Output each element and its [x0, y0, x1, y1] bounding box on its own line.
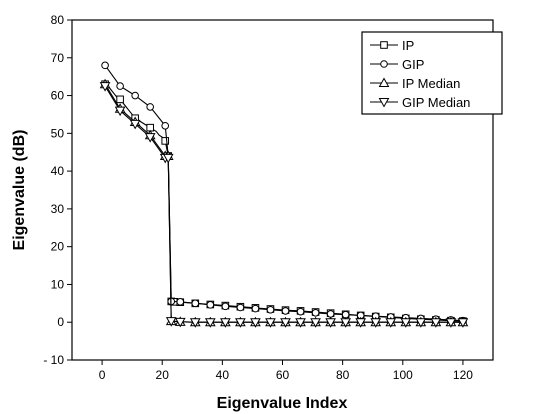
series-ip: [101, 80, 467, 325]
data-point-gip-median: [355, 318, 367, 328]
y-tick-label: 80: [51, 13, 65, 27]
legend-marker-gip: [380, 60, 388, 68]
legend-item-gip: GIP: [370, 57, 424, 72]
legend-label: IP Median: [402, 76, 460, 91]
data-point-gip-median: [445, 318, 457, 328]
y-tick-label: - 10: [43, 353, 64, 367]
series-ip-median: [99, 78, 469, 327]
x-tick-label: 100: [393, 368, 413, 382]
legend-label: IP: [402, 38, 414, 53]
x-tick-label: 0: [99, 368, 106, 382]
series-line-ip: [104, 83, 463, 322]
data-point-gip: [251, 304, 260, 313]
legend-label: GIP Median: [402, 95, 470, 110]
data-point-gip-median: [310, 318, 321, 328]
data-point-gip-median: [265, 318, 276, 328]
data-point-gip-median: [204, 318, 216, 328]
y-tick-label: 20: [51, 240, 65, 254]
legend: IP GIP IP Median GIP Median: [361, 31, 503, 115]
data-point-gip: [131, 91, 139, 100]
data-point-gip: [206, 301, 215, 309]
y-tick-label: 60: [51, 89, 65, 103]
data-point-gip-median: [457, 318, 469, 328]
data-point-gip-median: [250, 318, 261, 328]
data-point-gip-median: [295, 318, 306, 328]
data-point-gip-median: [220, 318, 231, 328]
data-point-gip-median: [430, 318, 442, 328]
data-point-gip: [221, 302, 230, 311]
data-point-gip: [176, 298, 185, 306]
y-tick-label: 0: [57, 315, 64, 329]
legend-label: GIP: [402, 57, 424, 72]
x-tick-label: 60: [276, 368, 290, 382]
data-point-gip-median: [99, 82, 111, 92]
data-point-gip: [191, 299, 200, 308]
legend-marker-ip-median: [378, 77, 390, 87]
x-tick-label: 40: [216, 368, 230, 382]
series-gip-median: [99, 82, 469, 328]
series-line-ip-median: [104, 83, 463, 323]
series-layer: [99, 61, 469, 328]
data-point-gip: [161, 121, 170, 130]
legend-marker-gip-median: [378, 98, 390, 108]
y-tick-label: 50: [51, 126, 65, 140]
data-point-gip-median: [280, 318, 291, 328]
data-point-gip: [296, 307, 305, 316]
legend-item-gip-median: GIP Median: [370, 95, 470, 110]
legend-item-ip: IP: [370, 38, 414, 53]
data-point-gip: [236, 303, 245, 312]
y-tick-label: 10: [51, 277, 65, 291]
y-tick-label: 30: [51, 202, 65, 216]
data-point-gip-median: [415, 318, 427, 328]
y-axis-title: Eigenvalue (dB): [11, 130, 28, 251]
data-point-gip: [266, 305, 275, 314]
data-point-gip: [146, 103, 154, 111]
data-point-gip-median: [189, 318, 201, 328]
series-line-gip-median: [104, 85, 463, 323]
data-point-ip: [116, 95, 124, 104]
x-tick-label: 120: [453, 368, 473, 382]
data-point-gip: [311, 308, 320, 317]
data-point-gip-median: [235, 318, 246, 328]
y-tick-label: 40: [51, 164, 65, 178]
data-point-gip-median: [162, 153, 174, 164]
x-axis-title: Eigenvalue Index: [217, 395, 348, 412]
data-point-gip-median: [174, 317, 186, 328]
data-point-gip: [101, 61, 109, 70]
data-point-gip: [281, 307, 290, 315]
x-tick-label: 80: [336, 368, 350, 382]
legend-item-ip-median: IP Median: [370, 76, 460, 91]
data-point-gip-median: [129, 119, 141, 130]
data-point-gip-median: [370, 318, 382, 328]
data-point-gip-median: [114, 106, 126, 117]
data-point-gip-median: [144, 133, 156, 143]
x-tick-label: 20: [156, 368, 170, 382]
y-tick-label: 70: [51, 51, 65, 65]
data-point-gip-median: [400, 318, 412, 328]
legend-marker-ip: [380, 41, 388, 49]
data-point-gip: [116, 82, 124, 90]
data-point-ip: [161, 137, 170, 145]
series-gip: [101, 61, 467, 325]
data-point-gip-median: [385, 318, 397, 328]
data-point-gip-median: [340, 318, 352, 328]
data-point-gip-median: [325, 318, 336, 328]
data-point-gip-median: [165, 317, 177, 327]
axis-ticks: 0 20 40 60 80 100 120 - 10 0 10 20 30 40 50 60 70 80: [43, 13, 473, 382]
data-point-gip: [326, 310, 335, 318]
